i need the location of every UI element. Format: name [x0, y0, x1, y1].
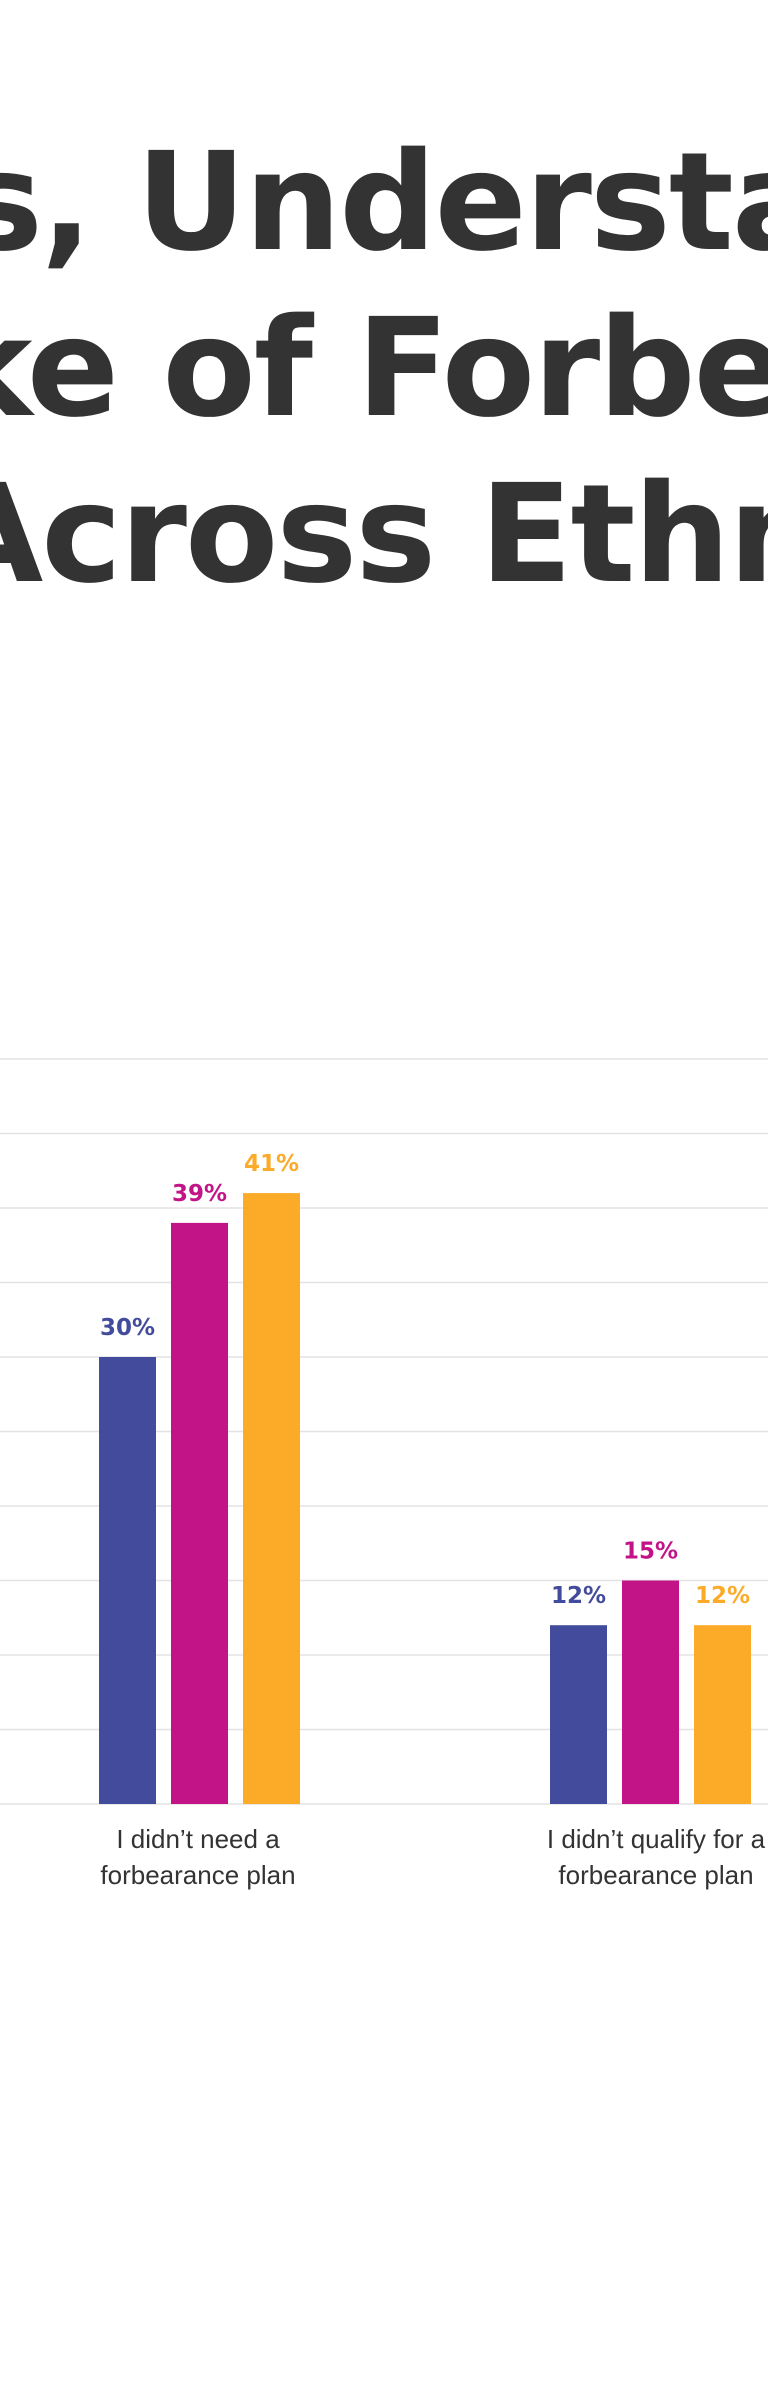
data-label: 39% [172, 1181, 227, 1207]
bar-series-3-cat-2 [694, 1625, 751, 1804]
title-line-1: s, Understan [0, 124, 768, 282]
bar-series-1-cat-2 [550, 1625, 607, 1804]
chart-title: s, Understan ke of Forbear Across Ethnic [0, 120, 768, 618]
data-label: 12% [695, 1583, 750, 1609]
data-label: 12% [551, 1583, 606, 1609]
bar-series-1-cat-1 [99, 1357, 156, 1804]
bar-series-2-cat-1 [171, 1222, 228, 1804]
data-label: 41% [244, 1151, 299, 1177]
title-line-2: ke of Forbear [0, 290, 768, 448]
data-label: 15% [623, 1539, 678, 1565]
data-labels: 30% 12% 39% 15% 41% 12% [100, 1151, 750, 1609]
bar-series-3-cat-1 [243, 1193, 300, 1804]
bars [99, 1193, 751, 1804]
category-label: I didn’t qualify for a [547, 1824, 766, 1854]
category-label: I didn’t need a [116, 1824, 280, 1854]
title-line-3: Across Ethnic [0, 456, 768, 614]
bar-series-2-cat-2 [622, 1580, 679, 1804]
category-label: forbearance plan [100, 1860, 295, 1890]
x-axis: I didn’t need a forbearance plan I didn’t … [100, 1824, 765, 1890]
data-label: 30% [100, 1315, 155, 1341]
category-label: forbearance plan [558, 1860, 753, 1890]
